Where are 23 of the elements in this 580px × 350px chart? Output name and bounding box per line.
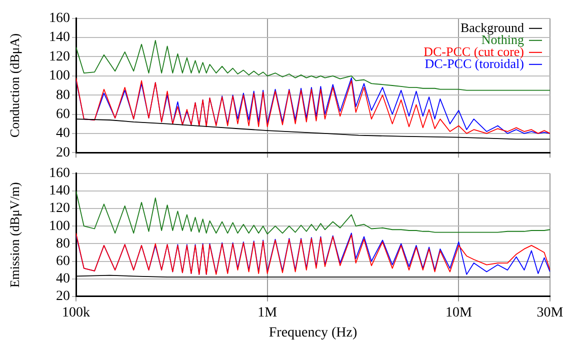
y-tick-label: 120: [49, 201, 70, 216]
x-tick-label: 100k: [62, 305, 90, 320]
y-tick-label: 60: [56, 106, 70, 122]
y-tick-label: 140: [49, 184, 70, 199]
y-tick-label: 80: [56, 236, 70, 252]
y-tick-label: 100: [49, 218, 70, 234]
y-axis-title: Conduction (dBμA): [7, 33, 22, 138]
y-tick-label: 100: [49, 68, 70, 84]
y-tick-label: 40: [56, 272, 70, 286]
y-axis-title: Emission (dBμV/m): [7, 182, 22, 288]
y-tick-label: 60: [56, 254, 70, 269]
y-tick-label: 20: [56, 289, 70, 304]
y-tick-label: 160: [49, 11, 70, 26]
y-tick-label: 140: [49, 30, 70, 46]
y-tick-label: 40: [56, 126, 70, 142]
x-tick-label: 1M: [258, 305, 278, 320]
y-tick-label: 20: [56, 145, 70, 160]
y-tick-label: 160: [49, 166, 70, 182]
x-axis-title: Frequency (Hz): [268, 325, 358, 340]
y-tick-label: 120: [49, 49, 70, 64]
x-tick-label: 30M: [536, 305, 564, 320]
x-tick-label: 10M: [445, 305, 472, 320]
y-tick-label: 80: [56, 88, 70, 103]
